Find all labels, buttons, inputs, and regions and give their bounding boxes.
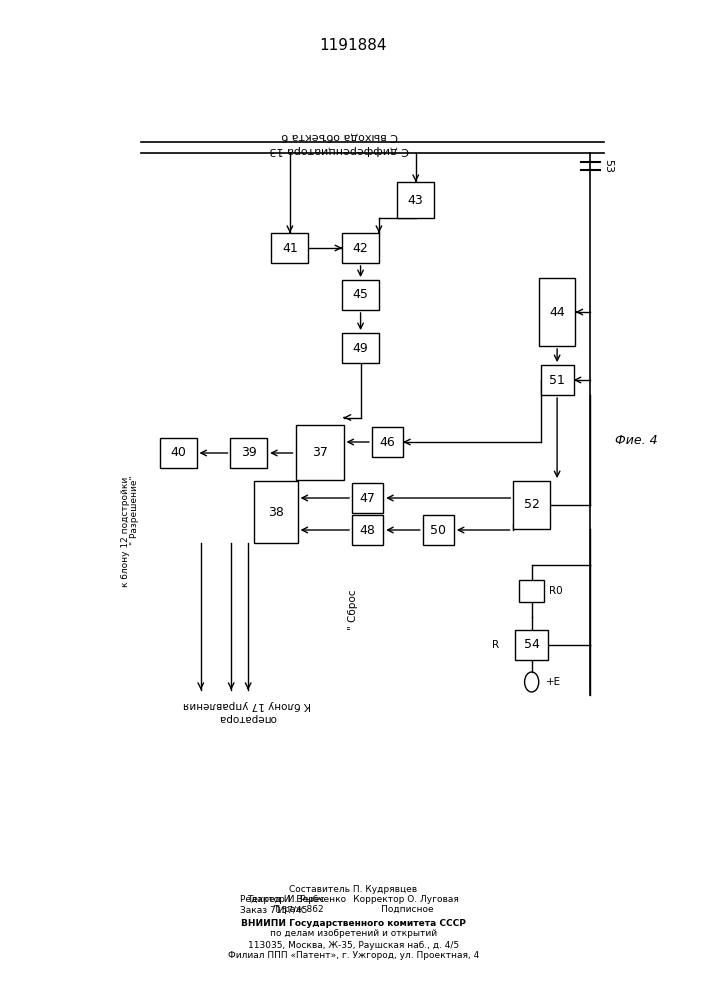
Text: R0: R0 [549,586,563,596]
Text: 45: 45 [353,288,368,302]
FancyBboxPatch shape [513,481,550,529]
FancyBboxPatch shape [271,233,308,263]
Text: к блону 12 подстройки: к блону 12 подстройки [122,477,130,587]
Text: 41: 41 [282,241,298,254]
Text: 39: 39 [241,446,257,460]
FancyBboxPatch shape [515,630,548,660]
FancyBboxPatch shape [519,580,544,602]
Text: Тираж 862                    Подписное: Тираж 862 Подписное [273,906,434,914]
FancyBboxPatch shape [539,278,575,346]
Text: Техред И. Верес          Корректор О. Луговая: Техред И. Верес Корректор О. Луговая [247,896,460,904]
Text: 40: 40 [170,446,186,460]
Text: " Разрешение": " Разрешение" [130,475,139,545]
Text: ВНИИПИ Государственного комитета СССР: ВНИИПИ Государственного комитета СССР [241,918,466,928]
Text: 49: 49 [353,342,368,355]
Text: по делам изобретений и открытий: по делам изобретений и открытий [270,930,437,938]
FancyBboxPatch shape [230,438,267,468]
Text: +Е: +Е [546,677,561,687]
Text: К блону 17 управления: К блону 17 управления [183,700,312,710]
FancyBboxPatch shape [160,438,197,468]
FancyBboxPatch shape [541,365,573,395]
Text: 51: 51 [549,373,565,386]
FancyBboxPatch shape [352,515,383,545]
Text: 48: 48 [360,524,375,536]
Text: 50: 50 [431,524,446,536]
FancyBboxPatch shape [342,233,379,263]
Text: 43: 43 [408,194,423,207]
Text: 37: 37 [312,446,327,460]
FancyBboxPatch shape [342,333,379,363]
Text: Филиал ППП «Патент», г. Ужгород, ул. Проектная, 4: Филиал ППП «Патент», г. Ужгород, ул. Про… [228,952,479,960]
FancyBboxPatch shape [342,280,379,310]
Text: С выхода объекта б: С выхода объекта б [281,131,398,141]
Text: Фие. 4: Фие. 4 [615,434,658,446]
Text: " Сброс: " Сброс [349,590,358,630]
Text: R: R [493,640,500,650]
Text: 53: 53 [603,159,613,173]
Text: 54: 54 [524,639,539,652]
Text: Составитель П. Кудрявцев: Составитель П. Кудрявцев [289,886,418,894]
Text: 113035, Москва, Ж-35, Раушская наб., д. 4/5: 113035, Москва, Ж-35, Раушская наб., д. … [248,940,459,950]
Text: 46: 46 [380,436,395,448]
Text: С дифференциатора 13: С дифференциатора 13 [269,145,409,155]
Text: 44: 44 [549,306,565,318]
Text: 1191884: 1191884 [320,37,387,52]
FancyBboxPatch shape [296,425,344,480]
Text: Заказ 7157/45: Заказ 7157/45 [240,906,308,914]
Text: 42: 42 [353,241,368,254]
Text: оператора: оператора [218,713,276,723]
Text: Редактор И. Рыбченко: Редактор И. Рыбченко [240,896,346,904]
Text: 47: 47 [360,491,375,504]
FancyBboxPatch shape [423,515,454,545]
FancyBboxPatch shape [254,481,298,543]
FancyBboxPatch shape [372,427,403,457]
FancyBboxPatch shape [397,182,434,218]
Text: 38: 38 [268,506,284,518]
Text: 52: 52 [524,498,539,512]
FancyBboxPatch shape [352,483,383,513]
